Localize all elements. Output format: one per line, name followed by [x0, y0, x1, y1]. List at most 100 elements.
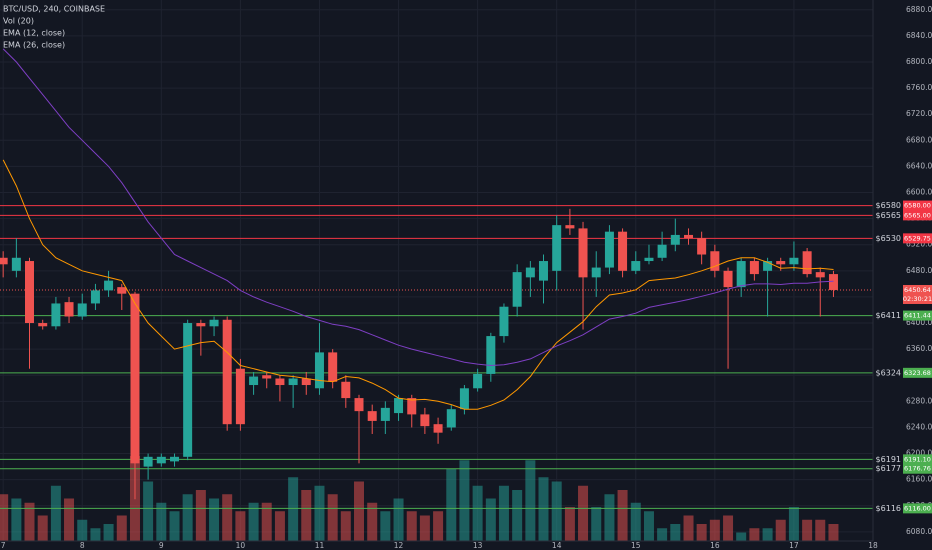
volume-bar — [683, 515, 694, 541]
level-tag: $6565 — [876, 211, 901, 220]
x-tick-label: 15 — [631, 541, 641, 550]
candle-body — [802, 251, 812, 275]
candle-body — [51, 303, 61, 327]
volume-bar — [775, 519, 786, 541]
volume-bar — [643, 511, 654, 541]
last-price-box — [903, 284, 932, 304]
volume-bar — [657, 528, 668, 541]
volume-bar — [261, 502, 272, 541]
y-tick-label: 6240.00 — [906, 422, 932, 431]
volume-bar — [182, 494, 193, 541]
volume-bar — [0, 494, 9, 541]
volume-bar — [459, 460, 470, 541]
candle-body — [446, 409, 456, 428]
level-price-box — [903, 503, 932, 514]
legend-entry: EMA (26, close) — [3, 41, 65, 50]
volume-bar — [736, 532, 747, 541]
candle-body — [525, 267, 535, 278]
level-tag: $6530 — [876, 234, 901, 243]
level-price-label: 6565.00 — [904, 211, 931, 219]
candle-body — [249, 376, 259, 386]
candle-body — [618, 231, 628, 271]
candle-body — [0, 257, 8, 265]
volume-bar — [11, 498, 22, 541]
volume-bar — [472, 485, 483, 541]
candle-body — [815, 272, 825, 278]
x-tick-label: 12 — [394, 541, 404, 550]
candle-body — [130, 293, 140, 464]
countdown-label: 02:30:21 — [903, 295, 932, 303]
level-price-label: 6411.44 — [904, 312, 931, 320]
ema-line — [2, 159, 834, 410]
level-price-box — [903, 310, 932, 321]
volume-bar — [802, 519, 813, 541]
volume-bar — [90, 528, 101, 541]
level-price-label: 6580.00 — [904, 202, 931, 210]
volume-bar — [274, 511, 285, 541]
y-tick-label: 6840.00 — [906, 31, 932, 40]
volume-bar — [156, 502, 167, 541]
chart-title: BTC/USD, 240, COINBASE — [3, 5, 105, 14]
volume-bar — [393, 498, 404, 541]
candle-body — [578, 228, 588, 278]
volume-bar — [288, 477, 299, 541]
candle-body — [170, 456, 180, 462]
x-tick-label: 11 — [315, 541, 325, 550]
candle-body — [763, 261, 773, 271]
candle-body — [235, 368, 245, 425]
candle-body — [828, 274, 838, 290]
candle-body — [394, 398, 404, 414]
y-tick-label: 6280.00 — [906, 396, 932, 405]
y-tick-label: 6400.00 — [906, 318, 932, 327]
candle-body — [11, 257, 21, 271]
volume-bar — [604, 494, 615, 541]
volume-bar — [578, 485, 589, 541]
candle-body — [565, 225, 575, 229]
candle-body — [262, 375, 272, 379]
legend-entry: EMA (12, close) — [3, 29, 65, 38]
candle-body — [301, 378, 311, 386]
volume-bar — [617, 490, 628, 541]
volume-bar — [340, 511, 351, 541]
y-tick-label: 6160.00 — [906, 475, 932, 484]
volume-bar — [222, 494, 233, 541]
volume-bar — [77, 519, 88, 541]
x-tick-label: 13 — [473, 541, 483, 550]
legend-entry: Vol (20) — [3, 17, 34, 26]
volume-bar — [485, 498, 496, 541]
candle-body — [749, 261, 759, 275]
volume-bar — [367, 502, 378, 541]
candle-body — [776, 261, 786, 265]
x-tick-label: 17 — [789, 541, 799, 550]
volume-bar — [301, 490, 312, 541]
ema-line — [2, 48, 834, 367]
candle-body — [604, 231, 614, 268]
candle-body — [354, 398, 364, 412]
candle-body — [710, 251, 720, 271]
level-tag: $6177 — [876, 464, 901, 473]
y-tick-label: 6600.00 — [906, 188, 932, 197]
candle-body — [275, 378, 285, 386]
volume-bar — [195, 490, 206, 541]
candle-body — [552, 225, 562, 271]
level-price-box — [903, 454, 932, 465]
y-tick-label: 6360.00 — [906, 344, 932, 353]
candle-body — [156, 456, 166, 464]
volume-bar — [169, 511, 180, 541]
level-tag: $6116 — [876, 504, 901, 513]
candle-body — [591, 267, 601, 278]
volume-bar — [354, 481, 365, 541]
candle-body — [657, 244, 667, 258]
y-tick-label: 6760.00 — [906, 83, 932, 92]
volume-bar — [103, 524, 114, 541]
volume-bar — [709, 519, 720, 541]
candle-body — [90, 290, 100, 304]
candle-body — [288, 378, 298, 386]
level-price-box — [903, 210, 932, 221]
volume-bar — [248, 502, 259, 541]
volume-bar — [50, 485, 61, 541]
volume-bar — [538, 477, 549, 541]
level-price-label: 6323.68 — [904, 369, 931, 377]
level-tag: $6324 — [876, 368, 901, 377]
